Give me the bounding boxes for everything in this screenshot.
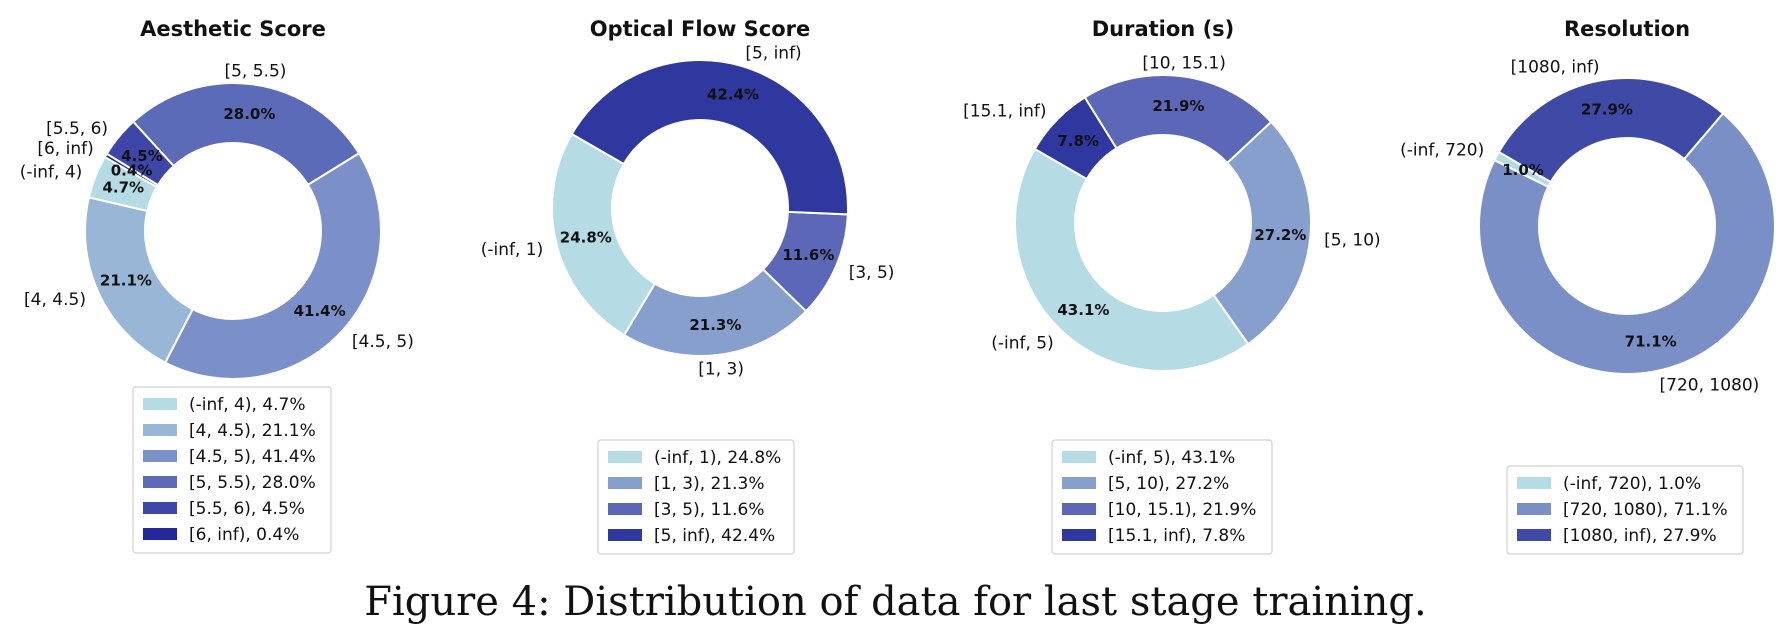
donut-slice (1497, 77, 1725, 184)
slice-percent-label: 21.9% (1152, 97, 1204, 115)
legend-swatch (143, 424, 177, 436)
slice-category-label: [10, 15.1) (1142, 53, 1226, 73)
slice-percent-label: 28.0% (223, 105, 275, 123)
figure-caption: Figure 4: Distribution of data for last … (364, 579, 1427, 625)
donut-slice (1212, 120, 1313, 346)
legend-swatch (143, 450, 177, 462)
legend-swatch (143, 476, 177, 488)
legend-swatch (608, 503, 642, 515)
slice-percent-label: 42.4% (707, 86, 759, 104)
legend-swatch (1062, 503, 1096, 515)
legend-swatch (1517, 477, 1551, 489)
slice-percent-label: 21.3% (689, 316, 741, 334)
legend-entry: [4.5, 5), 41.4% (189, 447, 316, 467)
legend-swatch (143, 528, 177, 540)
donut-slice (1033, 96, 1118, 181)
legend-swatch (1517, 529, 1551, 541)
legend-swatch (1517, 503, 1551, 515)
legend-entry: [3, 5), 11.6% (654, 500, 765, 520)
slice-percent-label: 43.1% (1057, 301, 1109, 319)
legend-box (1051, 439, 1273, 555)
slice-category-label: [5, 10) (1324, 231, 1381, 251)
legend-box (597, 439, 795, 555)
donut-slice (1478, 111, 1776, 375)
slice-category-label: [5, inf) (745, 43, 801, 63)
slice-category-label: [6, inf) (37, 139, 93, 159)
legend-swatch (143, 398, 177, 410)
chart-title: Duration (s) (1092, 17, 1235, 41)
legend-swatch (1062, 451, 1096, 463)
slice-category-label: (-inf, 720) (1400, 140, 1484, 160)
donut-chart-1: Aesthetic Score 4.7% 21.1% 41.4% 28.0% 4.5%0.… (20, 17, 414, 554)
donut-slice (570, 59, 849, 216)
slice-category-label: (-inf, 1) (481, 240, 544, 260)
legend-swatch (608, 477, 642, 489)
slice-category-label: [720, 1080) (1660, 376, 1760, 396)
legend-swatch (608, 451, 642, 463)
donut-slice (1083, 74, 1273, 165)
donut-slice (551, 132, 657, 337)
slice-percent-label: 7.8% (1057, 132, 1099, 150)
slice-percent-label: 4.7% (102, 179, 144, 197)
chart-title: Aesthetic Score (140, 17, 326, 41)
chart-title: Optical Flow Score (590, 17, 811, 41)
donut-slice (1014, 147, 1250, 372)
legend-entry: [720, 1080), 71.1% (1563, 500, 1728, 520)
slice-percent-label: 41.4% (294, 302, 346, 320)
legend-entry: [15.1, inf), 7.8% (1108, 526, 1245, 546)
slice-category-label: [1, 3) (698, 360, 744, 380)
donut-slice (131, 82, 361, 187)
donut-chart-4: Resolution 1.0% 71.1% 27.9% (-inf, 720) [720,… (1400, 17, 1776, 555)
legend-entry: [5, 5.5), 28.0% (189, 473, 316, 493)
slice-category-label: [5, 5.5) (224, 62, 286, 82)
donut-slice (163, 151, 382, 380)
slice-percent-label: 27.2% (1254, 226, 1306, 244)
legend-box (132, 386, 332, 554)
legend-entry: [5, 10), 27.2% (1108, 474, 1229, 494)
legend-entry: [1080, inf), 27.9% (1563, 526, 1717, 546)
legend-swatch (608, 529, 642, 541)
legend-box (1506, 465, 1744, 555)
legend-swatch (143, 502, 177, 514)
slice-percent-label: 21.1% (100, 272, 152, 290)
legend-entry: [5, inf), 42.4% (654, 526, 775, 546)
donut-chart-3: Duration (s) 43.1% 27.2% 21.9% 7.8% (-inf, 5)… (963, 17, 1381, 555)
slice-category-label: [5.5, 6) (46, 119, 108, 139)
legend-entry: (-inf, 5), 43.1% (1108, 448, 1235, 468)
donut-charts-figure: Aesthetic Score 4.7% 21.1% 41.4% 28.0% 4.5%0.… (20, 17, 1776, 555)
slice-category-label: [4, 4.5) (24, 290, 86, 310)
legend-entry: (-inf, 4), 4.7% (189, 395, 306, 415)
legend-entry: [5.5, 6), 4.5% (189, 499, 305, 519)
slice-category-label: (-inf, 5) (991, 334, 1054, 354)
chart-title: Resolution (1564, 17, 1690, 41)
slice-percent-label: 27.9% (1581, 101, 1633, 119)
legend-entry: [1, 3), 21.3% (654, 474, 765, 494)
legend-entry: (-inf, 720), 1.0% (1563, 474, 1701, 494)
legend-entry: [10, 15.1), 21.9% (1108, 500, 1256, 520)
slice-percent-label: 1.0% (1502, 161, 1544, 179)
slice-category-label: [3, 5) (849, 263, 895, 283)
slice-percent-label: 71.1% (1625, 333, 1677, 351)
slice-category-label: [1080, inf) (1511, 57, 1600, 77)
slice-category-label: [4.5, 5) (352, 332, 414, 352)
legend-swatch (1062, 529, 1096, 541)
slice-percent-label: 11.6% (782, 246, 834, 264)
slice-percent-label: 0.4% (111, 162, 153, 180)
legend-entry: [6, inf), 0.4% (189, 525, 299, 545)
donut-slice (103, 152, 160, 189)
legend-swatch (1062, 477, 1096, 489)
donut-chart-2: Optical Flow Score 24.8% 21.3% 11.6% 42.4% (-… (481, 17, 895, 555)
slice-percent-label: 4.5% (121, 147, 163, 165)
legend-entry: (-inf, 1), 24.8% (654, 448, 781, 468)
slice-percent-label: 24.8% (560, 229, 612, 247)
slice-category-label: (-inf, 4) (20, 162, 83, 182)
donut-slice (84, 196, 195, 364)
legend-entry: [4, 4.5), 21.1% (189, 421, 316, 441)
slice-category-label: [15.1, inf) (963, 101, 1046, 121)
